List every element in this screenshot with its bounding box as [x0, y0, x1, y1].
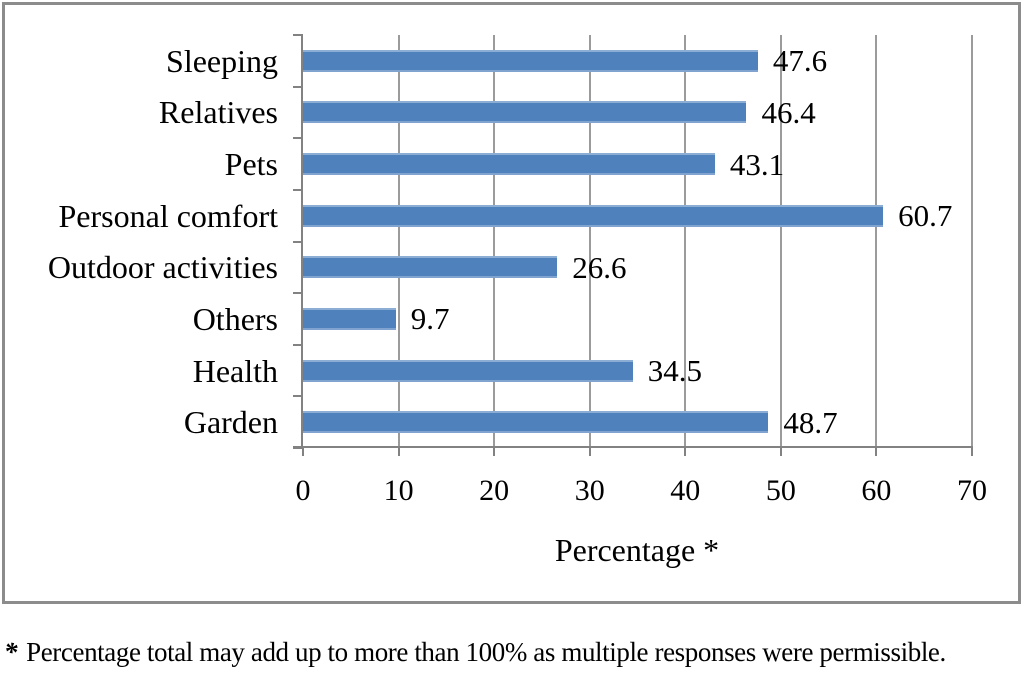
x-axis-tick: [397, 446, 400, 456]
bar: [303, 204, 884, 227]
value-label: 34.5: [647, 353, 702, 389]
category-label: Health: [192, 352, 278, 389]
y-axis-tick: [293, 395, 303, 398]
x-tick-label: 60: [861, 474, 892, 507]
category-label: Sleeping: [166, 42, 278, 79]
x-tick-label: 20: [479, 474, 510, 507]
category-label: Personal comfort: [58, 197, 279, 234]
bar: [303, 49, 758, 72]
x-tick-label: 30: [574, 474, 605, 507]
footnote-text: Percentage total may add up to more than…: [26, 637, 946, 667]
gridline: [684, 35, 687, 447]
value-label: 46.4: [761, 94, 816, 130]
footnote: * Percentage total may add up to more tha…: [4, 636, 1022, 668]
y-axis-tick: [293, 85, 303, 88]
y-axis-tick: [293, 188, 303, 191]
y-axis-tick: [293, 292, 303, 295]
x-axis-tick: [684, 446, 687, 456]
category-label: Relatives: [158, 94, 278, 131]
bar: [303, 256, 558, 279]
gridline: [971, 35, 973, 447]
x-axis-tick: [302, 446, 304, 456]
category-label: Garden: [183, 404, 278, 441]
value-label: 47.6: [772, 43, 828, 79]
footnote-marker: *: [4, 637, 18, 667]
gridline: [875, 35, 878, 447]
bar: [303, 307, 396, 330]
y-axis-tick: [293, 137, 303, 140]
x-axis-title: Percentage *: [554, 532, 720, 568]
x-axis-tick: [875, 446, 878, 456]
bar: [303, 359, 633, 382]
bar: [303, 101, 747, 124]
value-label: 26.6: [572, 249, 627, 285]
bar: [303, 411, 769, 434]
x-tick-label: 70: [957, 474, 987, 507]
y-axis-tick: [293, 240, 303, 243]
category-label: Pets: [224, 146, 278, 183]
gridline: [779, 35, 782, 447]
x-axis-tick: [588, 446, 591, 456]
x-tick-label: 40: [670, 474, 701, 507]
y-axis-tick: [293, 447, 303, 449]
x-axis-tick: [971, 446, 973, 456]
category-label: Others: [192, 300, 278, 337]
gridline: [588, 35, 591, 447]
x-axis-tick: [493, 446, 496, 456]
bar: [303, 153, 715, 176]
value-label: 60.7: [898, 198, 953, 234]
gridline: [397, 35, 400, 447]
value-label: 48.7: [783, 404, 838, 440]
gridline: [493, 35, 496, 447]
y-axis-tick: [293, 343, 303, 346]
value-label: 9.7: [410, 301, 450, 337]
category-label: Outdoor activities: [47, 249, 278, 286]
value-label: 43.1: [729, 146, 785, 182]
x-tick-label: 50: [765, 474, 796, 507]
x-tick-label: 0: [295, 474, 311, 507]
x-axis-tick: [779, 446, 782, 456]
x-axis-line: [293, 446, 972, 448]
x-tick-label: 10: [383, 474, 414, 507]
y-axis-tick: [293, 34, 303, 36]
